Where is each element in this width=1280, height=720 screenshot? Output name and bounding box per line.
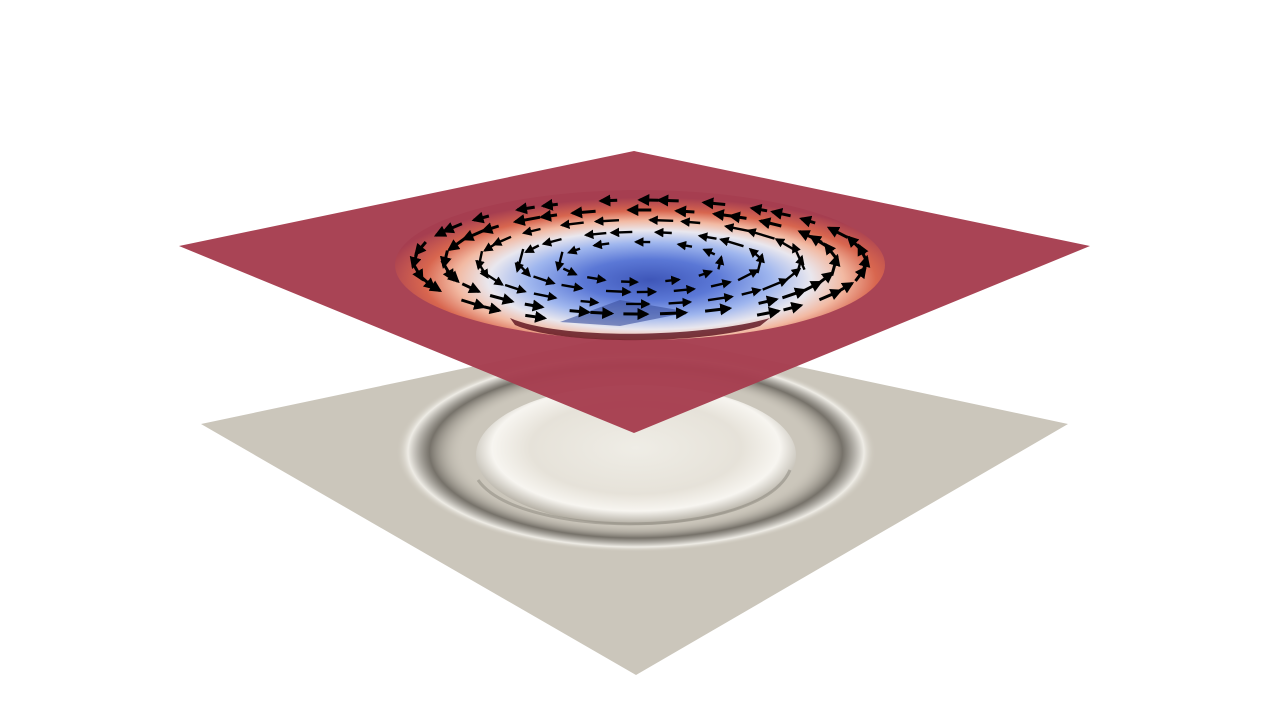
vector-arrow-glyph [471, 211, 490, 224]
vector-arrow-glyph [701, 197, 726, 210]
vector-arrow-glyph [762, 278, 789, 291]
vector-arrow-glyph [770, 208, 791, 220]
vector-arrow-glyph [698, 269, 714, 279]
vector-arrow-glyph [555, 251, 565, 272]
vector-arrow-glyph [854, 265, 867, 282]
vector-arrow-glyph [748, 247, 762, 260]
vector-arrow-glyph [562, 266, 578, 276]
vector-arrow-glyph [514, 248, 525, 273]
vector-arrow-glyph [710, 279, 732, 289]
vector-arrow-glyph [533, 275, 556, 286]
vector-arrow-glyph [461, 282, 482, 293]
vector-arrow-glyph [737, 269, 760, 282]
vector-arrow-glyph [483, 302, 502, 315]
vector-arrow-glyph [593, 216, 620, 226]
vector-arrow-glyph [569, 305, 591, 318]
vector-arrow-glyph [857, 243, 869, 263]
bump-ridge [476, 469, 792, 526]
vector-arrow-glyph [749, 203, 768, 216]
vector-arrow-glyph [541, 237, 562, 247]
vector-arrow-glyph [728, 211, 747, 224]
vector-arrow-glyph [570, 206, 596, 219]
vector-arrow-glyph [746, 228, 775, 240]
vector-arrow-glyph [783, 301, 804, 314]
vector-arrow-glyph [741, 287, 762, 297]
vector-arrow-glyph [480, 222, 500, 234]
vector-arrow-glyph [539, 209, 558, 222]
vector-arrow-glyph [758, 217, 782, 230]
vector-arrow-glyph [704, 303, 733, 316]
vector-arrow-glyph [491, 235, 512, 246]
vector-arrow-glyph [598, 194, 618, 207]
vector-arrow-glyph [521, 226, 541, 236]
vector-arrow-glyph [605, 286, 632, 297]
vector-arrow-glyph [590, 307, 615, 319]
vector-arrow-glyph [723, 223, 751, 233]
vector-arrow-glyph [609, 227, 633, 238]
vector-arrow-glyph [524, 244, 540, 254]
vector-arrow-glyph [803, 280, 823, 292]
vector-arrow-glyph [580, 297, 600, 307]
vector-arrow-glyph [707, 292, 734, 303]
vector-arrow-glyph [525, 310, 548, 323]
bottom-surface [201, 332, 1068, 675]
vector-arrow-glyph [439, 250, 452, 269]
vector-arrow-glyph [781, 287, 807, 300]
vector-arrow-glyph [665, 275, 681, 286]
vector-arrow-glyph [583, 229, 607, 240]
vector-arrow-glyph [587, 274, 607, 284]
vector-arrow-glyph [714, 255, 725, 270]
vector-arrow-glyph [674, 205, 695, 218]
vector-arrow-glyph [648, 215, 674, 226]
vector-arrow-glyph [489, 293, 515, 305]
vector-arrow-glyph [414, 241, 427, 256]
vector-arrow-glyph [702, 248, 716, 258]
vector-arrow-glyph [668, 297, 693, 308]
vector-arrow-glyph [512, 214, 541, 226]
vector-arrow-glyph [758, 295, 779, 308]
vector-arrow-glyph [566, 245, 581, 255]
vector-arrow-glyph [659, 307, 688, 320]
vector-arrow-glyph [823, 242, 838, 260]
bump-dome [476, 385, 796, 525]
vector-arrow-glyph [533, 291, 558, 302]
vector-arrow-glyph [826, 226, 849, 239]
vector-glyphs [409, 194, 871, 323]
vector-arrow-glyph [676, 240, 693, 251]
vector-arrow-glyph [656, 194, 679, 207]
vector-arrow-glyph [540, 198, 558, 211]
vector-arrow-glyph [441, 222, 463, 234]
vector-arrow-glyph [792, 242, 806, 271]
vector-arrow-glyph [621, 277, 640, 287]
vector-arrow-glyph [756, 306, 781, 319]
dark-rim [510, 318, 770, 341]
vector-arrow-glyph [697, 232, 717, 242]
vector-arrow-glyph [475, 250, 485, 271]
vector-arrow-glyph [711, 209, 732, 222]
vector-arrow-glyph [524, 299, 545, 312]
vector-arrow-glyph [680, 217, 701, 227]
vector-arrow-glyph [515, 202, 535, 215]
vector-arrow-glyph [561, 282, 584, 292]
vector-arrow-glyph [818, 289, 843, 302]
vector-arrow-glyph [653, 227, 672, 238]
vector-arrow-glyph [673, 284, 697, 295]
vector-arrow-glyph [460, 298, 487, 310]
vector-arrow-glyph [719, 237, 744, 248]
vector-arrow-glyph [504, 283, 527, 294]
vector-arrow-glyph [592, 239, 610, 250]
vector-arrow-glyph [799, 215, 816, 228]
vector-arrow-glyph [559, 219, 584, 230]
top-slice [179, 151, 1090, 433]
